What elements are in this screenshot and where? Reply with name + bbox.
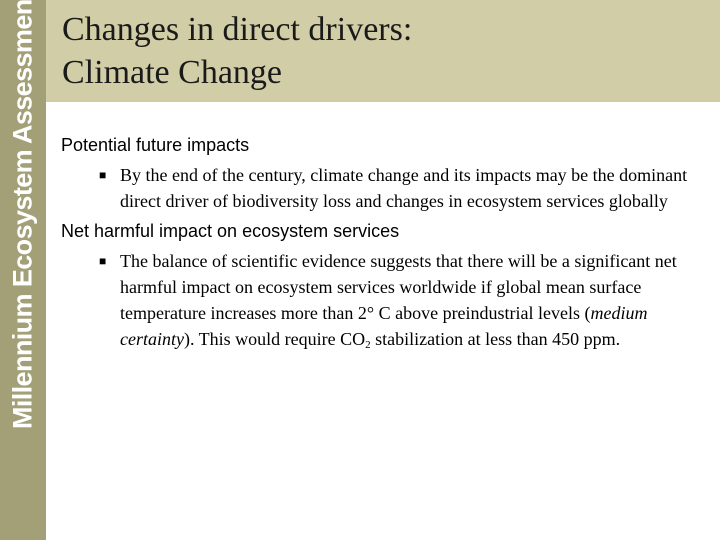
bullet-square-icon: ■: [99, 168, 107, 182]
bullet-square-icon: ■: [99, 254, 107, 268]
slide-title: Changes in direct drivers: Climate Chang…: [62, 8, 412, 94]
section-heading-net-harmful-impact: Net harmful impact on ecosystem services: [61, 221, 400, 241]
slide-content: Potential future impacts ■ By the end of…: [61, 132, 701, 356]
sidebar: Millennium Ecosystem Assessment: [0, 0, 46, 540]
brand-logo-text: Millennium Ecosystem Assessment: [7, 0, 38, 430]
slide-header: Changes in direct drivers: Climate Chang…: [46, 0, 720, 102]
bullet-text-part-2: ). This would require CO: [183, 329, 366, 349]
slide-title-line-2: Climate Change: [62, 54, 283, 91]
bullet-text: By the end of the century, climate chang…: [120, 165, 688, 211]
co2-subscript: 2: [365, 339, 371, 351]
certainty-label: medium certainty: [120, 303, 648, 349]
bullet-item-future-impacts: ■ By the end of the century, climate cha…: [61, 162, 701, 214]
section-heading-future-impacts: Potential future impacts: [61, 135, 250, 155]
bullet-text-part-1: The balance of scientific evidence sugge…: [120, 251, 677, 323]
bullet-text-part-3: stabilization at less than 450 ppm.: [370, 329, 621, 349]
bullet-item-net-harmful-impact: ■ The balance of scientific evidence sug…: [61, 248, 701, 352]
slide-title-line-1: Changes in direct drivers:: [62, 11, 413, 48]
